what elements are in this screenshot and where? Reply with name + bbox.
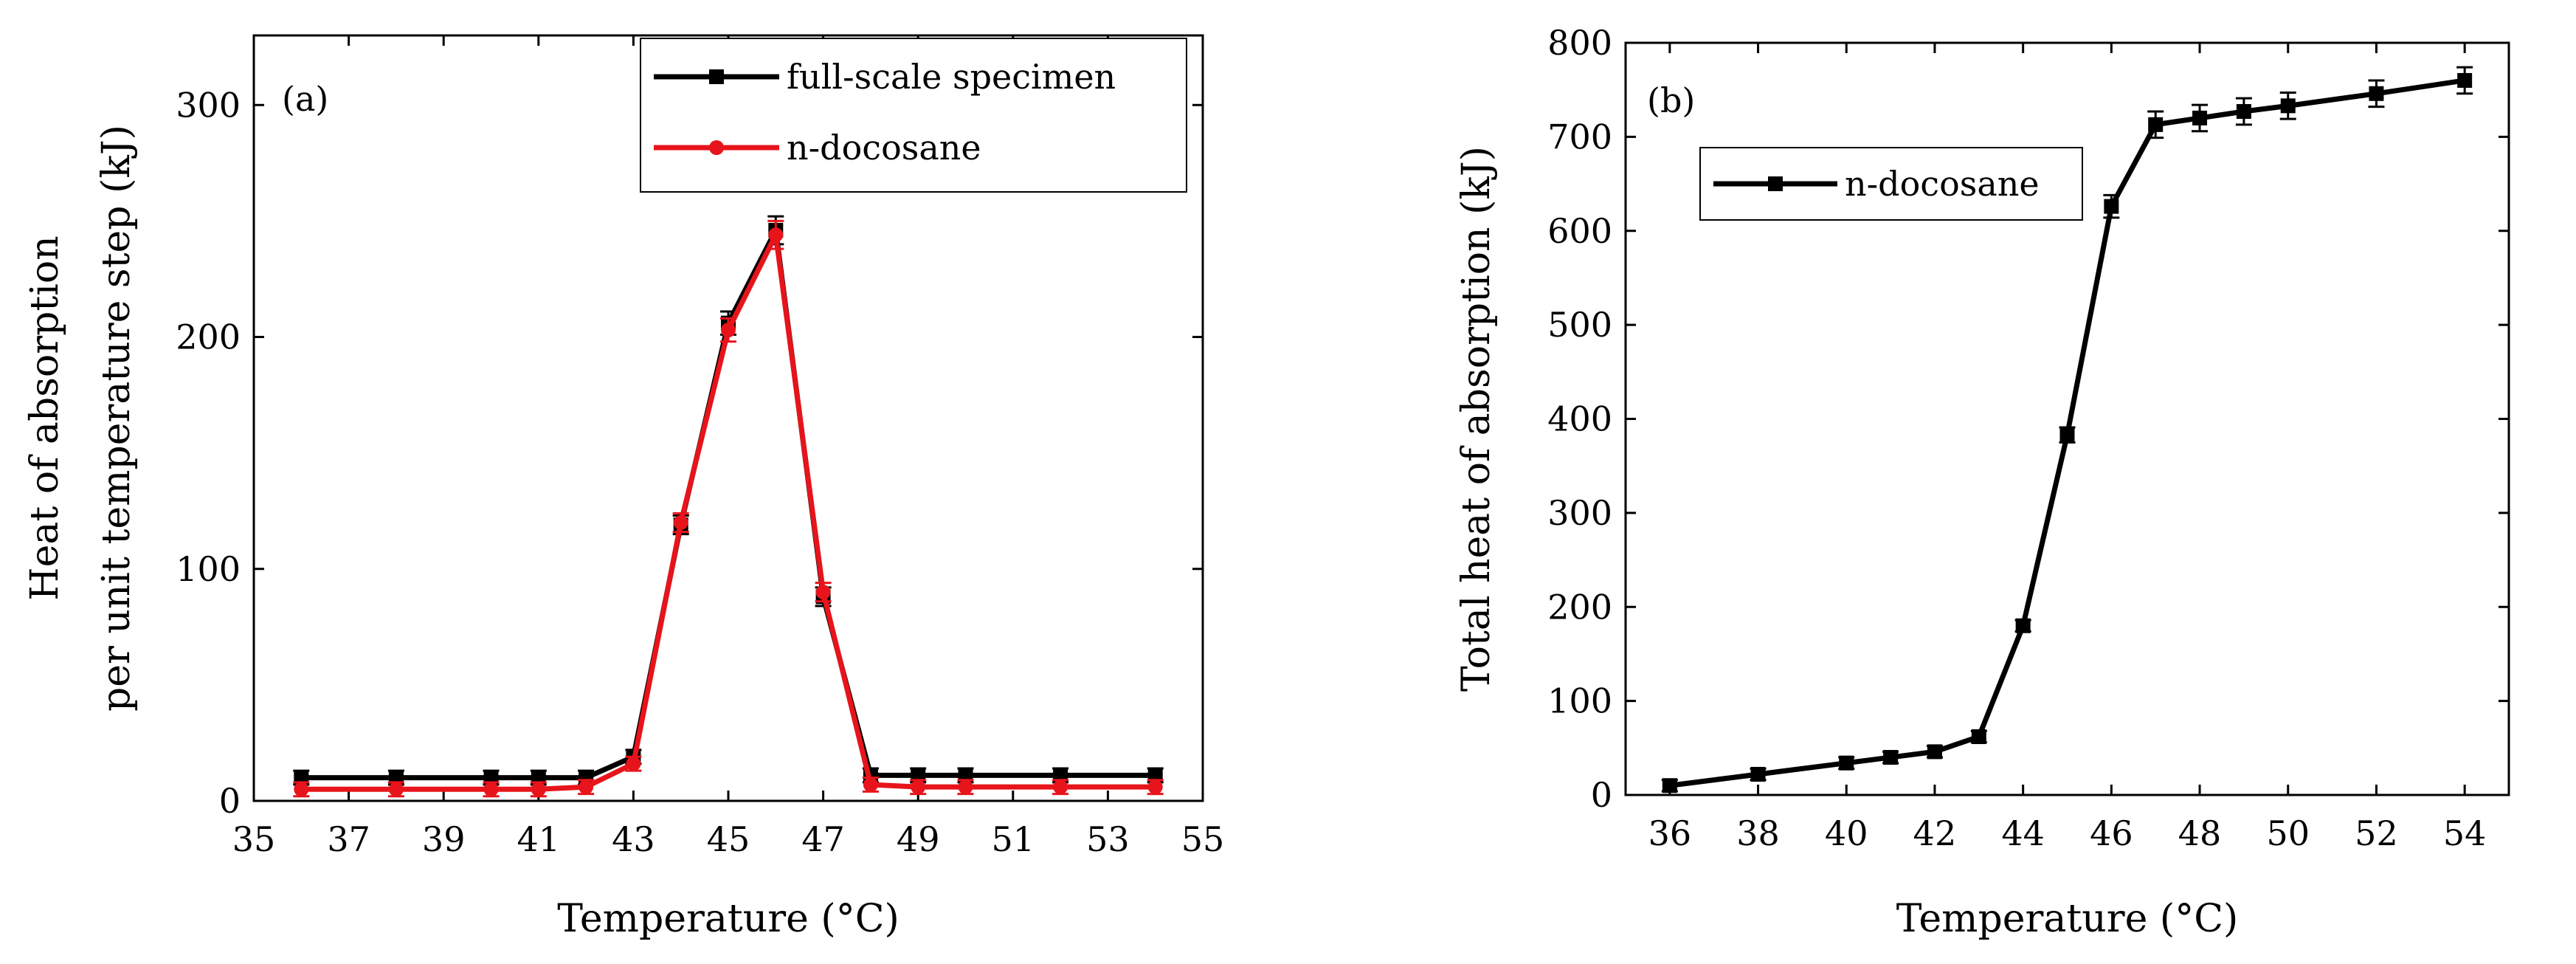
data-point [2015, 618, 2031, 633]
y-tick-label: 300 [1547, 493, 1612, 533]
legend: n-docosane [1699, 147, 2083, 221]
x-tick-label: 52 [2355, 813, 2398, 853]
y-axis-title: per unit temperature step (kJ) [94, 125, 139, 712]
y-tick-label: 500 [1547, 305, 1612, 345]
data-point [2059, 427, 2075, 443]
y-tick-label: 400 [1547, 399, 1612, 439]
data-point [768, 227, 784, 243]
data-point [2280, 98, 2296, 114]
data-point [815, 585, 831, 600]
legend-box [640, 38, 1187, 193]
data-point [531, 782, 546, 797]
chart-panel-b: 36 38 40 42 44 46 48 50 52 54 0 100 200 300 400 500 600 7… [1454, 23, 2510, 941]
legend: full-scale specimen n-docosane [640, 38, 1187, 193]
y-axis-title: Total heat of absorption (kJ) [1454, 146, 1499, 692]
legend-marker [709, 140, 724, 155]
x-tick-label: 40 [1825, 813, 1868, 853]
x-tick-label: 43 [612, 819, 655, 859]
x-tick-label: 49 [897, 819, 940, 859]
data-point [2192, 110, 2208, 125]
x-tick-label: 50 [2266, 813, 2310, 853]
x-tick-label: 41 [517, 819, 561, 859]
legend-label: full-scale specimen [787, 57, 1116, 97]
y-tick-label: 200 [1547, 587, 1612, 627]
y-tick-label: 200 [176, 317, 241, 357]
x-tick-label: 48 [2178, 813, 2222, 853]
x-tick-label: 54 [2443, 813, 2487, 853]
y-tick-label: 0 [219, 781, 241, 821]
y-tick-label: 800 [1547, 23, 1612, 63]
x-axis-title: Temperature (°C) [557, 897, 899, 941]
data-point [2148, 117, 2164, 132]
x-tick-label: 55 [1181, 819, 1225, 859]
x-tick-label: 36 [1648, 813, 1692, 853]
data-point [2369, 86, 2384, 101]
legend-marker [709, 69, 724, 84]
data-point [2104, 199, 2119, 214]
y-tick-label: 100 [1547, 681, 1612, 721]
data-point [1839, 755, 1854, 771]
panel-label: (b) [1647, 80, 1695, 120]
x-tick-label: 37 [327, 819, 370, 859]
data-point [626, 756, 641, 771]
data-point [483, 782, 499, 797]
legend-label: n-docosane [787, 128, 981, 168]
data-point [294, 782, 309, 797]
data-point [388, 782, 404, 797]
series-n-docosane [1661, 66, 2473, 793]
x-tick-label: 38 [1736, 813, 1780, 853]
data-point [1053, 779, 1068, 795]
y-tick-label: 700 [1547, 117, 1612, 156]
data-point [721, 323, 736, 338]
x-tick-label: 39 [422, 819, 466, 859]
data-point [2457, 72, 2473, 88]
x-axis-title: Temperature (°C) [1896, 897, 2239, 941]
x-tick-label: 45 [707, 819, 750, 859]
series-full-scale-specimen [293, 215, 1164, 786]
data-point [1147, 779, 1163, 795]
data-point [1662, 778, 1677, 793]
series-n-docosane [293, 219, 1164, 798]
data-point [2236, 103, 2251, 119]
data-point [863, 777, 878, 793]
legend-marker [1768, 176, 1783, 191]
x-tick-label: 35 [232, 819, 276, 859]
chart-panel-a: 35 37 39 41 43 45 47 49 51 53 55 0 100 200 300 Temperat… [23, 34, 1225, 941]
panel-label: (a) [282, 79, 328, 119]
y-axis-title: Heat of absorption [23, 235, 67, 600]
data-point [911, 779, 926, 795]
data-point [673, 514, 688, 530]
y-tick-label: 0 [1591, 775, 1612, 815]
y-tick-label: 600 [1547, 211, 1612, 251]
legend-label: n-docosane [1845, 164, 2040, 204]
x-tick-label: 53 [1086, 819, 1130, 859]
data-point [1883, 750, 1899, 765]
data-point [958, 779, 973, 795]
data-point [1927, 744, 1942, 760]
x-tick-label: 44 [2001, 813, 2045, 853]
x-tick-label: 42 [1913, 813, 1957, 853]
x-tick-label: 46 [2090, 813, 2133, 853]
data-point [579, 779, 594, 795]
data-point [1971, 729, 1986, 745]
y-tick-label: 100 [176, 549, 241, 589]
x-tick-label: 51 [992, 819, 1035, 859]
data-point [1750, 766, 1766, 782]
y-tick-label: 300 [176, 85, 241, 125]
x-tick-label: 47 [801, 819, 845, 859]
